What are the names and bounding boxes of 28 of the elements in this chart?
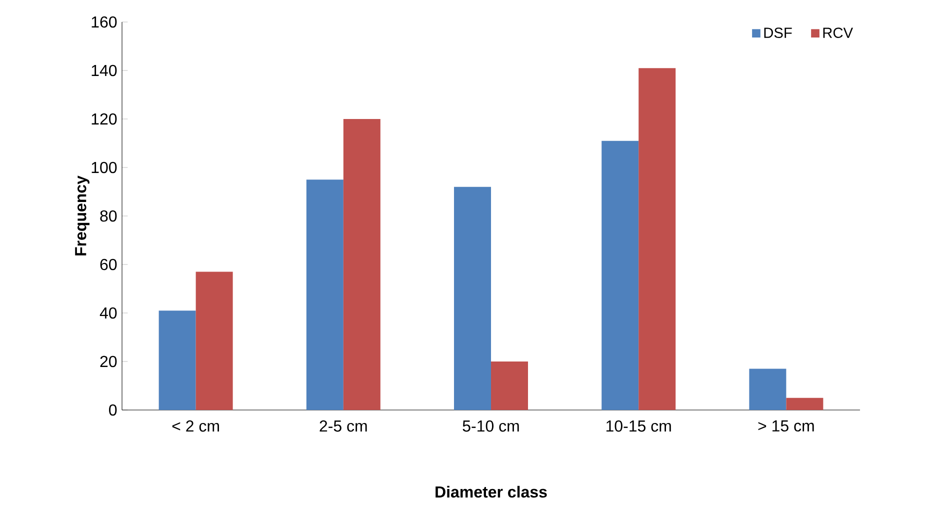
bar (306, 180, 344, 410)
x-tick-label: < 2 cm (172, 420, 219, 432)
bar (638, 68, 676, 410)
y-tick-label: 0 (109, 404, 117, 416)
bar (343, 118, 380, 410)
y-axis-title: Frequency (75, 176, 90, 256)
bar (491, 361, 528, 410)
y-tick-label: 40 (100, 307, 117, 319)
y-tick-label: 80 (100, 210, 117, 222)
bar (454, 186, 492, 410)
y-tick-label: 20 (100, 356, 117, 368)
x-tick-label: 10-15 cm (606, 420, 671, 432)
y-tick-label: 60 (100, 258, 117, 270)
bar (158, 310, 196, 410)
bar (749, 368, 786, 410)
y-tick-label: 100 (92, 162, 117, 174)
y-tick-label: 140 (92, 64, 117, 76)
x-axis-title: Diameter class (436, 486, 547, 498)
bar (602, 140, 639, 410)
bar (786, 398, 824, 410)
x-tick-label: 5-10 cm (462, 420, 519, 432)
y-tick-label: 120 (92, 113, 117, 125)
x-tick-label: > 15 cm (758, 420, 814, 432)
y-tick-label: 160 (92, 16, 117, 28)
legend-label: DSF (764, 28, 792, 38)
bar (196, 272, 233, 410)
x-tick-label: 2-5 cm (320, 420, 367, 432)
legend-label: RCV (823, 28, 853, 38)
